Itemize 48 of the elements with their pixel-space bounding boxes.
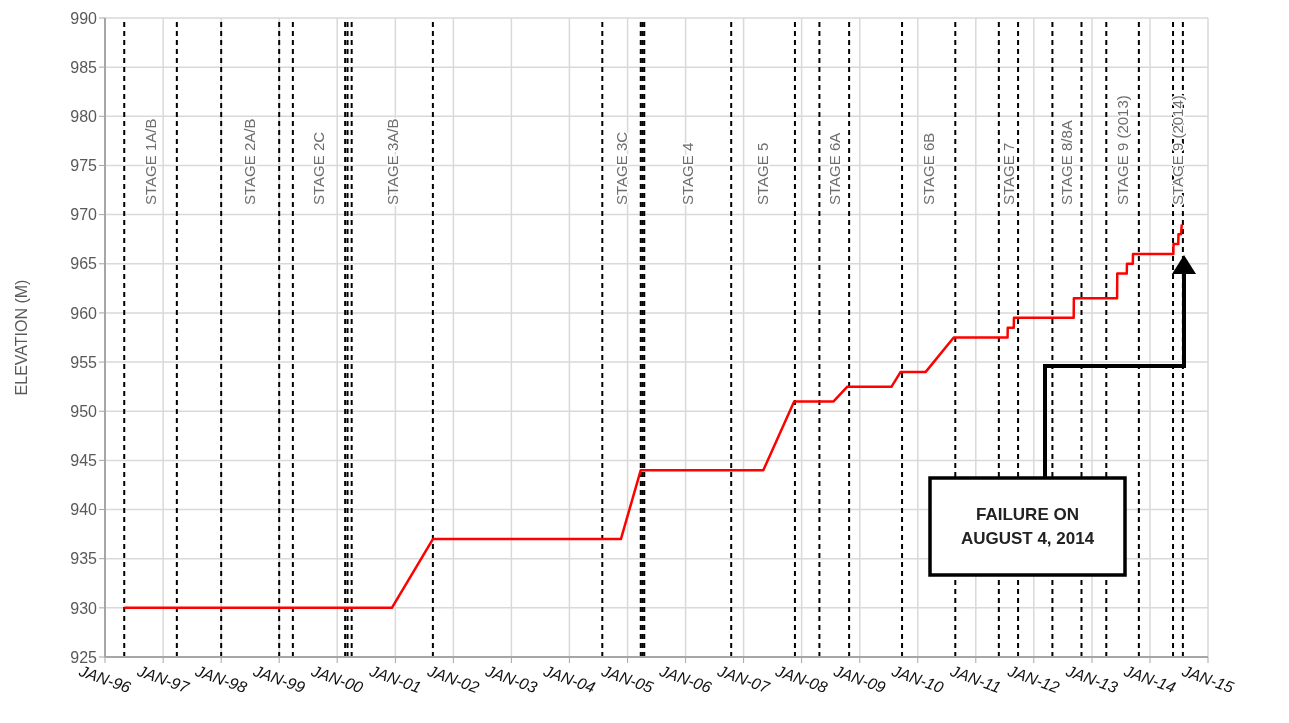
ref-line-label: STAGE 5 [754,142,772,205]
ref-line-label: STAGE 1A/B [141,118,159,205]
y-tick-label: 990 [70,9,98,27]
ref-line-label: STAGE 6A [825,132,843,205]
y-tick-label: 945 [70,452,98,470]
x-tick-label: JAN-03 [482,661,540,697]
ref-line-label: STAGE 2A/B [241,118,259,205]
ref-line-label: STAGE 3C [612,131,630,205]
y-tick-label: 930 [70,599,98,617]
ref-line-label: STAGE 6B [919,132,937,205]
y-tick-label: 980 [70,107,98,125]
x-tick-label: JAN-06 [656,661,714,697]
y-tick-label: 940 [70,501,98,519]
x-tick-label: JAN-11 [947,661,1004,696]
x-tick-label: JAN-08 [772,661,830,697]
y-tick-label: 975 [70,157,98,175]
x-tick-label: JAN-14 [1121,661,1179,697]
x-tick-label: JAN-07 [714,661,773,697]
x-tick-label: JAN-04 [540,661,598,697]
ref-line-label: STAGE 3A/B [383,118,401,205]
x-tick-label: JAN-13 [1063,661,1121,697]
x-tick-label: JAN-12 [1004,661,1062,697]
ref-line-label: STAGE 2C [310,131,328,205]
x-tick-label: JAN-10 [888,661,946,697]
y-tick-label: 985 [70,58,98,76]
x-tick-label: JAN-98 [192,661,250,697]
x-tick-label: JAN-02 [424,661,482,697]
ref-line-label: STAGE 8/8A [1058,120,1076,205]
x-tick-label: JAN-99 [250,661,308,697]
y-tick-label: 950 [70,402,98,420]
annotation: FAILURE ON AUGUST 4, 2014 [960,505,1095,548]
y-tick-label: 925 [70,648,98,666]
y-tick-label: 960 [70,304,98,322]
x-tick-label: JAN-01 [366,661,424,697]
ref-line-label: STAGE 9 (2013) [1113,95,1131,205]
ref-line-label: STAGE 7 [999,142,1017,205]
x-tick-label: JAN-05 [598,661,656,697]
x-tick-label: JAN-09 [830,661,888,697]
ref-line-label: STAGE 4 [678,142,696,205]
x-tick-label: JAN-97 [134,661,193,697]
x-tick-label: JAN-00 [308,661,366,697]
y-tick-label: 965 [70,255,98,273]
y-tick-label: 955 [70,353,98,371]
y-tick-label: 935 [70,550,98,568]
ref-line-label: STAGE 9 (2014) [1169,95,1187,205]
x-tick-label: JAN-15 [1179,661,1237,697]
y-tick-label: 970 [70,206,98,224]
y-axis-title: ELEVATION (M) [12,279,30,396]
